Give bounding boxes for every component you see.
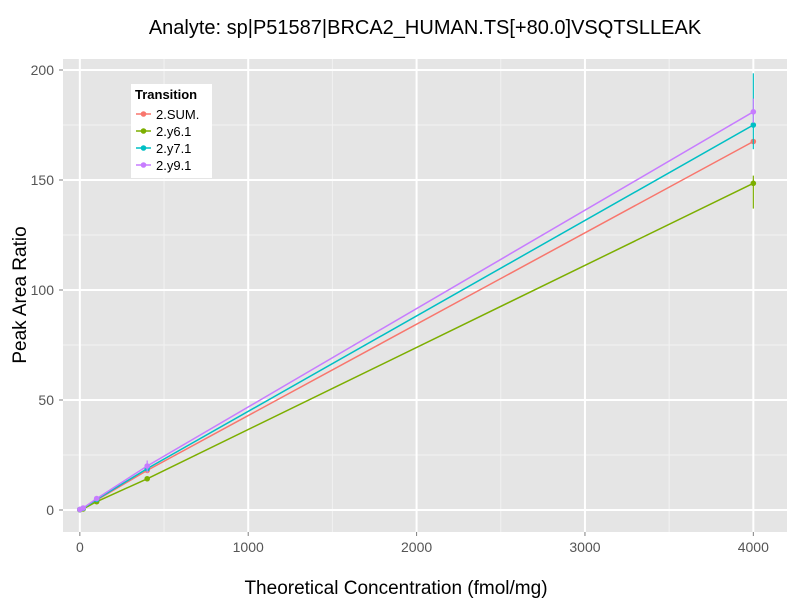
- x-tick-label: 2000: [401, 539, 432, 555]
- legend-entries: 2.SUM. 2.y6.1 2.y7.1 2.y9.1: [136, 107, 199, 173]
- chart-title: Analyte: sp|P51587|BRCA2_HUMAN.TS[+80.0]…: [149, 17, 702, 39]
- data-point: [93, 495, 100, 502]
- legend-label: 2.SUM.: [156, 107, 199, 122]
- x-tick-label: 1000: [233, 539, 264, 555]
- data-point: [144, 463, 150, 469]
- legend-label: 2.y7.1: [156, 141, 191, 156]
- series-2.y9.1: [77, 98, 757, 513]
- legend-key-point: [140, 128, 147, 134]
- legend-label: 2.y9.1: [156, 158, 191, 173]
- data-point: [80, 505, 87, 511]
- data-point: [750, 122, 757, 128]
- y-tick-label: 50: [38, 392, 54, 408]
- data-point: [144, 475, 150, 482]
- x-tick-label: 3000: [569, 539, 600, 555]
- y-tick-label: 200: [31, 62, 55, 78]
- axis-layer: 0 1000 2000 3000 4000 0 50 100 150 200: [31, 62, 769, 555]
- x-tick-label: 0: [76, 539, 84, 555]
- legend-label: 2.y6.1: [156, 124, 191, 139]
- y-axis-title: Peak Area Ratio: [10, 226, 31, 363]
- y-tick-label: 100: [31, 282, 55, 298]
- x-tick-label: 4000: [738, 539, 769, 555]
- legend: Transition 2.SUM. 2.y6.1 2.y7.1 2.y9.1: [131, 84, 212, 178]
- series-layer: [77, 73, 757, 513]
- x-axis-title: Theoretical Concentration (fmol/mg): [244, 578, 547, 599]
- y-tick-label: 0: [46, 502, 54, 518]
- legend-title: Transition: [135, 87, 197, 102]
- legend-key-point: [140, 145, 147, 151]
- data-point: [750, 109, 757, 115]
- y-tick-label: 150: [31, 172, 55, 188]
- legend-key-point: [140, 111, 147, 117]
- legend-key-point: [140, 162, 147, 168]
- data-point: [750, 180, 757, 187]
